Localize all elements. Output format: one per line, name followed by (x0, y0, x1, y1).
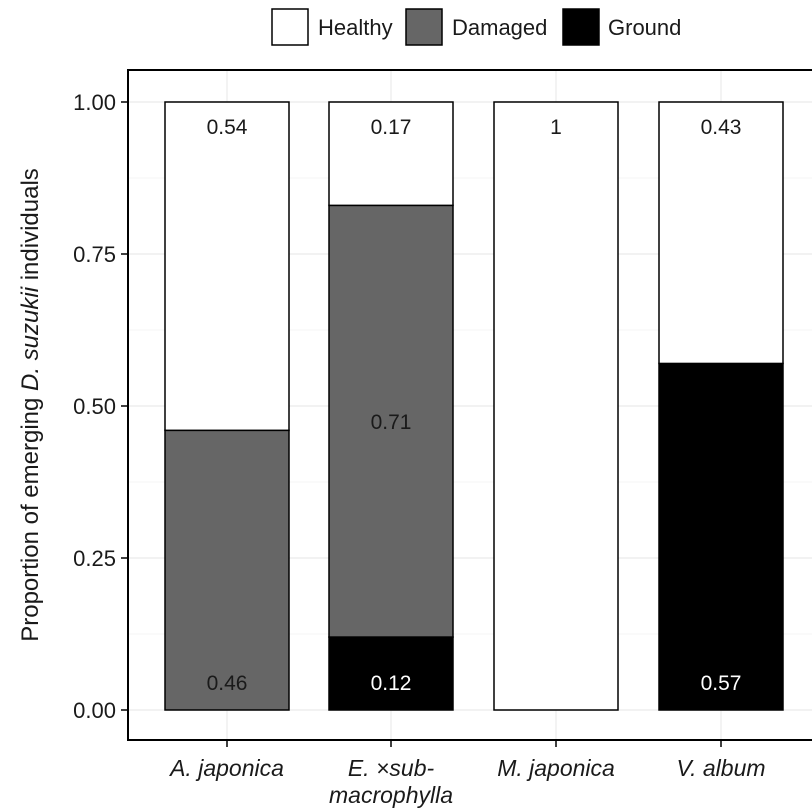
bar-ground-v-album (658, 362, 784, 711)
bar-healthy-a-japonica (164, 101, 290, 432)
bar-damaged-e-sub-macrophylla (328, 204, 454, 638)
legend-label-ground: Ground (608, 15, 681, 40)
data-label-healthy-v-album: 0.43 (701, 116, 742, 139)
x-tick-label-a-japonica: A. japonica (168, 755, 284, 781)
data-label-damaged-e-sub-macrophylla: 0.71 (371, 411, 412, 434)
data-label-ground-v-album: 0.57 (701, 672, 742, 695)
bar-healthy-m-japonica (493, 101, 619, 711)
y-tick-label: 1.00 (73, 90, 116, 115)
legend: Healthy Damaged Ground (271, 8, 681, 46)
data-label-healthy-m-japonica: 1 (550, 116, 562, 139)
y-axis: 0.00 0.25 0.50 0.75 1.00 (73, 90, 128, 723)
legend-swatch-damaged (405, 8, 443, 46)
data-label-healthy-e-sub-macrophylla: 0.17 (371, 116, 412, 139)
bar-healthy-e-sub-macrophylla (328, 101, 454, 207)
data-label-ground-e-sub-macrophylla: 0.12 (371, 672, 412, 695)
legend-swatch-healthy (271, 8, 309, 46)
legend-label-healthy: Healthy (318, 15, 393, 40)
data-label-healthy-a-japonica: 0.54 (207, 116, 248, 139)
bar-damaged-a-japonica (164, 429, 290, 711)
panel-border (127, 69, 812, 741)
y-tick-label: 0.75 (73, 242, 116, 267)
data-label-damaged-a-japonica: 0.46 (207, 672, 248, 695)
y-tick-label: 0.25 (73, 546, 116, 571)
bars (164, 101, 784, 711)
bar-ground-e-sub-macrophylla (328, 636, 454, 711)
y-tick-label: 0.50 (73, 394, 116, 419)
x-tick-label-e-sub-macrophylla: E. ×sub-macrophylla (329, 755, 453, 808)
legend-swatch-ground (562, 8, 600, 46)
x-tick-label-v-album: V. album (676, 755, 765, 781)
bar-healthy-v-album (658, 101, 784, 365)
y-axis-label: Proportion of emerging D. suzukii indivi… (17, 168, 44, 642)
y-tick-label: 0.00 (73, 698, 116, 723)
x-tick-label-m-japonica: M. japonica (497, 755, 615, 781)
x-axis: A. japonica E. ×sub-macrophylla M. japonic… (168, 740, 766, 808)
value-labels: 0.46 0.54 0.12 0.71 0.17 1 0.57 0.43 (207, 116, 742, 695)
legend-label-damaged: Damaged (452, 15, 547, 40)
